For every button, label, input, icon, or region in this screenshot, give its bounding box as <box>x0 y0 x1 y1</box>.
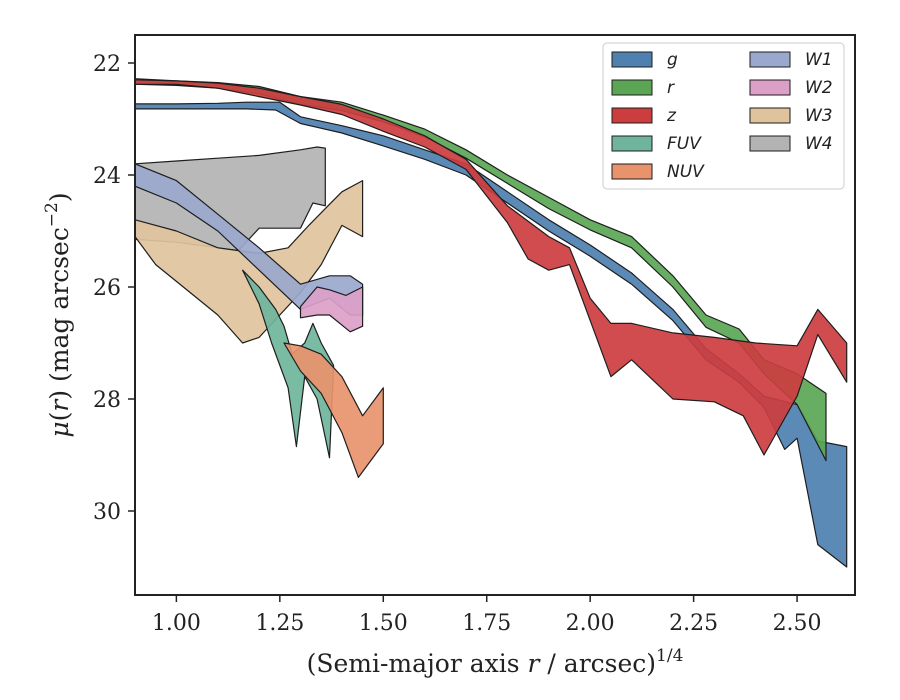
y-axis: 22 24 26 28 30 <box>93 52 135 525</box>
series-layer <box>135 78 848 568</box>
y-tick-label: 22 <box>93 52 121 77</box>
x-tick-label: 2.00 <box>566 611 615 636</box>
y-axis-label-open: ( <box>45 412 74 422</box>
x-axis-label-pre: (Semi-major axis <box>307 649 528 678</box>
plot-frame <box>134 34 856 596</box>
legend-label: r <box>667 78 675 98</box>
x-tick-label: 1.50 <box>359 611 408 636</box>
legend-item-w3: W3 <box>749 106 833 126</box>
legend-label: W4 <box>805 134 833 154</box>
y-tick-label: 30 <box>93 500 121 525</box>
legend-item-fuv: FUV <box>611 134 702 154</box>
y-axis-label-var: r <box>45 398 74 412</box>
legend-swatch <box>611 79 653 96</box>
x-axis-label-var: r <box>528 649 542 678</box>
y-axis-label: μ(r) (mag arcsec−2) <box>42 192 74 437</box>
legend-swatch <box>611 135 653 152</box>
y-axis-label-mu: μ <box>45 421 74 437</box>
x-tick-label: 1.75 <box>462 611 511 636</box>
legend-label: W1 <box>805 50 833 70</box>
legend-swatch <box>749 79 791 96</box>
legend-label: W3 <box>805 106 833 126</box>
x-tick-label: 1.00 <box>152 611 201 636</box>
y-axis-label-end: ) <box>45 192 74 202</box>
series-band-w2 <box>299 286 364 333</box>
y-axis-label-close: ) (mag arcsec <box>45 227 74 400</box>
legend-label: FUV <box>667 134 702 154</box>
legend-item-nuv: NUV <box>611 162 705 182</box>
legend-item-w2: W2 <box>749 78 833 98</box>
series-band-z <box>135 79 848 456</box>
legend-item-w4: W4 <box>749 134 833 154</box>
series-band-fuv <box>242 269 335 459</box>
x-tick-label: 1.25 <box>255 611 304 636</box>
legend-label: g <box>667 50 678 70</box>
x-tick-label: 2.25 <box>669 611 718 636</box>
legend-swatch <box>749 51 791 68</box>
y-tick-label: 26 <box>93 276 121 301</box>
legend-item-z: z <box>611 106 677 126</box>
x-axis-label: (Semi-major axis r / arcsec)1/4 <box>307 646 684 678</box>
legend-swatch <box>611 107 653 124</box>
legend: grz FUV NUV W1 W2 W3 W4 <box>602 42 845 190</box>
legend-label: W2 <box>805 78 833 98</box>
x-axis-label-mid: / arcsec) <box>539 649 656 678</box>
series-band-nuv <box>283 342 384 478</box>
x-axis: 1.00 1.25 1.50 1.75 2.00 2.25 2.50 <box>152 595 822 636</box>
legend-swatch <box>749 135 791 152</box>
series-band-w3 <box>135 180 364 344</box>
legend-item-g: g <box>611 50 678 70</box>
legend-swatch <box>611 163 653 180</box>
x-tick-label: 2.50 <box>773 611 822 636</box>
legend-swatch <box>749 107 791 124</box>
legend-label: NUV <box>667 162 705 182</box>
legend-item-w1: W1 <box>749 50 833 70</box>
series-band-g <box>135 101 848 568</box>
legend-item-r: r <box>611 78 675 98</box>
y-axis-label-sup: −2 <box>42 202 62 227</box>
x-axis-label-sup: 1/4 <box>656 646 683 666</box>
y-tick-label: 28 <box>93 388 121 413</box>
legend-swatch <box>611 51 653 68</box>
legend-label: z <box>666 106 677 126</box>
y-tick-label: 24 <box>93 164 121 189</box>
